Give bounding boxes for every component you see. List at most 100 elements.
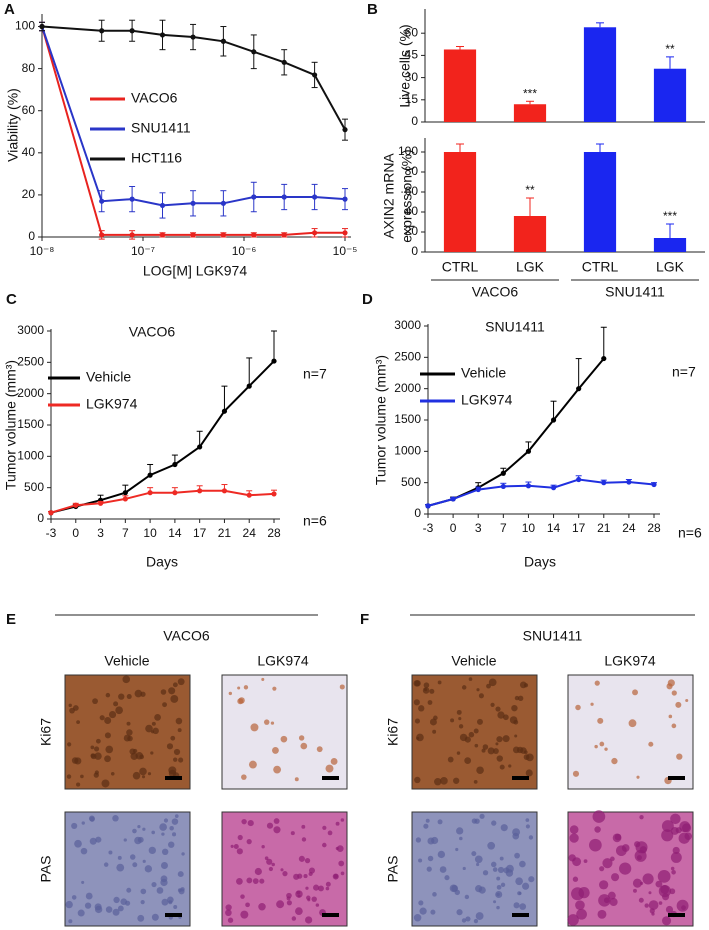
- tissue-texture: [132, 748, 138, 754]
- tissue-texture: [273, 826, 281, 834]
- tissue-texture: [476, 718, 483, 725]
- tissue-texture: [638, 897, 644, 903]
- tissue-texture: [237, 686, 241, 690]
- panel-letter: F: [360, 611, 369, 628]
- tissue-texture: [318, 885, 324, 892]
- tissue-texture: [468, 677, 473, 681]
- tissue-texture: [671, 690, 677, 696]
- tissue-texture: [414, 718, 420, 724]
- tissue-texture: [513, 902, 520, 909]
- y-tick-label: 40: [405, 204, 419, 218]
- tissue-texture: [270, 721, 275, 725]
- tissue-texture: [594, 680, 600, 686]
- y-tick-label: 30: [405, 70, 419, 84]
- tissue-texture: [69, 707, 75, 714]
- data-point: [550, 417, 557, 423]
- tissue-texture: [648, 900, 659, 910]
- tissue-texture: [172, 682, 178, 688]
- series-line: [427, 478, 655, 507]
- tissue-texture: [482, 870, 489, 876]
- tissue-texture: [156, 887, 164, 894]
- tissue-texture: [168, 766, 177, 775]
- tissue-texture: [473, 918, 479, 924]
- y-tick-label: 1500: [17, 417, 44, 431]
- tissue-texture: [117, 855, 122, 860]
- x-tick-label: 14: [547, 521, 561, 535]
- tissue-texture: [465, 916, 471, 922]
- data-point: [601, 355, 607, 362]
- tissue-texture: [644, 903, 649, 908]
- tissue-texture: [276, 900, 285, 909]
- tissue-texture: [170, 735, 176, 741]
- data-point: [246, 492, 252, 498]
- tissue-texture: [163, 818, 169, 823]
- tissue-texture: [236, 878, 243, 885]
- tissue-texture: [152, 727, 159, 735]
- tissue-texture: [120, 898, 128, 905]
- tissue-texture: [144, 865, 153, 873]
- y-tick-label: 60: [22, 103, 36, 117]
- tissue-texture: [141, 775, 146, 779]
- tissue-texture: [528, 835, 534, 840]
- tissue-texture: [246, 839, 252, 845]
- column-label: LGK974: [257, 653, 309, 669]
- tissue-texture: [464, 894, 470, 900]
- data-point: [271, 358, 277, 364]
- data-point: [576, 386, 582, 392]
- data-point: [99, 232, 105, 238]
- tissue-texture: [76, 782, 81, 787]
- tissue-texture: [476, 688, 480, 692]
- tissue-texture: [500, 882, 506, 887]
- y-tick-label: 100: [398, 144, 418, 158]
- x-tick-label: -3: [46, 526, 57, 540]
- tissue-texture: [517, 695, 524, 702]
- tissue-texture: [273, 818, 280, 824]
- tissue-texture: [113, 701, 119, 707]
- tissue-texture: [487, 747, 495, 755]
- tissue-texture: [427, 837, 435, 845]
- y-tick-label: 20: [405, 224, 419, 238]
- x-tick-label: 0: [72, 526, 79, 540]
- tissue-texture: [227, 917, 234, 923]
- tissue-texture: [305, 916, 313, 924]
- tissue-texture: [594, 826, 601, 833]
- tissue-texture: [474, 855, 483, 864]
- tissue-texture: [139, 767, 147, 776]
- data-point: [147, 490, 153, 496]
- tissue-texture: [426, 866, 432, 872]
- tissue-texture: [456, 709, 462, 715]
- series-line: [427, 357, 605, 507]
- tissue-texture: [432, 729, 437, 734]
- tissue-texture: [313, 884, 320, 891]
- tissue-texture: [675, 701, 682, 708]
- tissue-texture: [418, 900, 424, 906]
- tissue-texture: [514, 852, 520, 859]
- tissue-texture: [240, 894, 245, 899]
- tissue-texture: [418, 858, 423, 863]
- tissue-texture: [105, 745, 114, 754]
- legend-label: VACO6: [131, 90, 178, 106]
- tissue-texture: [636, 775, 640, 779]
- significance: ***: [663, 209, 677, 223]
- tissue-texture: [572, 770, 580, 777]
- column-label: Vehicle: [104, 653, 149, 669]
- tissue-texture: [416, 736, 420, 740]
- tissue-texture: [272, 686, 277, 691]
- data-point: [73, 502, 79, 508]
- tissue-texture: [672, 846, 680, 855]
- y-axis-label: AXIN2 mRNA: [381, 153, 397, 239]
- data-point: [129, 196, 135, 202]
- y-tick-label: 500: [24, 480, 44, 494]
- tissue-texture: [597, 909, 607, 919]
- tissue-texture: [648, 741, 654, 747]
- tissue-texture: [450, 718, 455, 723]
- tissue-texture: [492, 748, 499, 754]
- x-tick-label: 21: [597, 521, 611, 535]
- tissue-texture: [74, 839, 82, 848]
- y-tick-label: 60: [405, 184, 419, 198]
- tissue-texture: [657, 869, 671, 883]
- tissue-texture: [240, 910, 249, 919]
- data-point: [129, 28, 135, 34]
- tissue-texture: [296, 890, 301, 895]
- y-axis-label: Live cells (%): [397, 24, 413, 107]
